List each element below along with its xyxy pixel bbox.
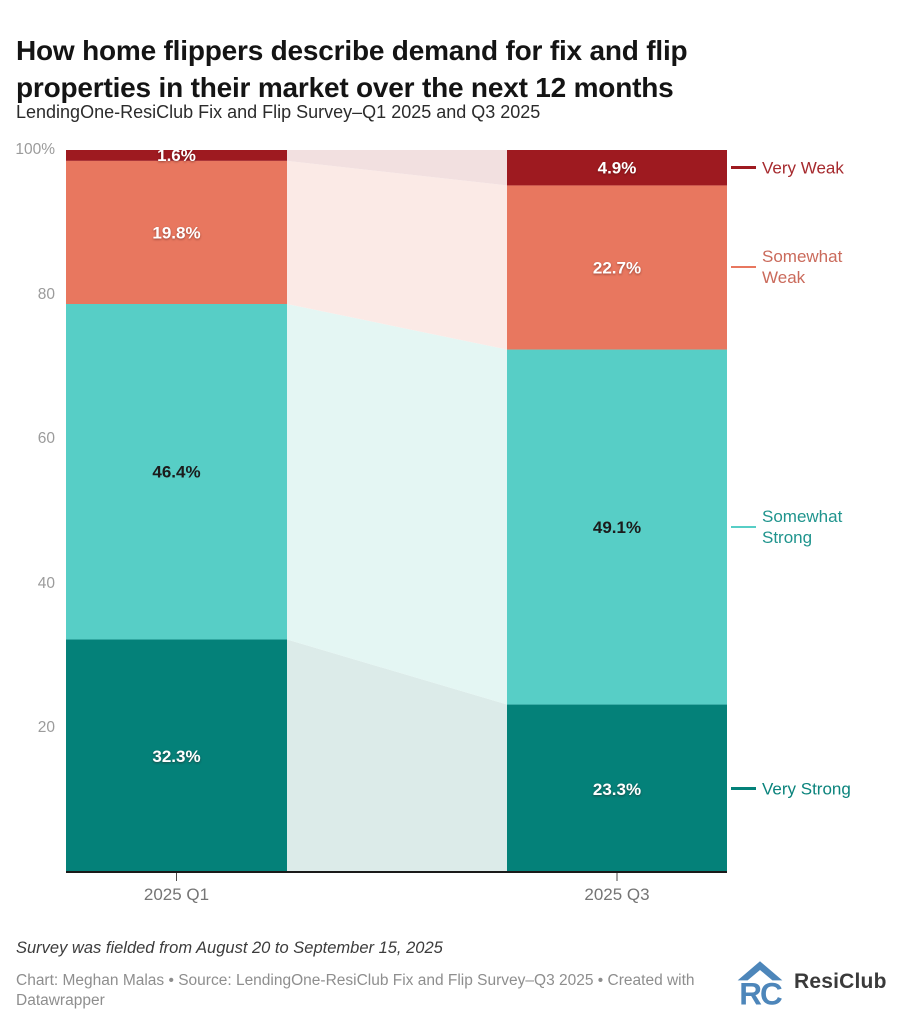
- chart-subtitle: LendingOne-ResiClub Fix and Flip Survey–…: [16, 102, 541, 122]
- connector-band-very-strong: [287, 639, 507, 873]
- plot-area: 32.3% 23.3% 46.4% 49.1% 19.8% 22.7% 1.6% 4.9%: [66, 150, 727, 881]
- legend-connector-line: [731, 166, 756, 169]
- resiclub-logo-text: ResiClub: [794, 970, 887, 993]
- column-segment-somewhat-weak: [507, 185, 727, 350]
- connector-band-very-weak: [287, 150, 507, 186]
- legend-connector-line: [731, 787, 756, 790]
- connector-band-somewhat-weak: [287, 160, 507, 350]
- value-label: 4.9%: [598, 159, 637, 178]
- value-label: 32.3%: [152, 747, 200, 766]
- legend-connector-line: [731, 265, 756, 269]
- column-segment-somewhat-strong: [66, 303, 287, 640]
- value-label: 1.6%: [157, 150, 196, 165]
- column-segment-very-strong: [507, 704, 727, 873]
- column-segment-very-strong: [66, 639, 287, 873]
- legend-connector-line: [731, 525, 756, 529]
- chart-title-line2: properties in their market over the next…: [16, 71, 674, 103]
- column-segment-somewhat-weak: [66, 160, 287, 304]
- legend-label-somewhat-strong: Somewhat Strong: [762, 507, 843, 548]
- value-label: 49.1%: [593, 518, 641, 537]
- value-label: 23.3%: [593, 780, 641, 799]
- y-axis-tick-label: 60: [37, 430, 55, 448]
- column-segment-very-weak: [507, 150, 727, 186]
- logo-letter-c: C: [760, 976, 783, 1006]
- legend-label-very-strong: Very Strong: [762, 779, 851, 799]
- value-label: 46.4%: [152, 463, 200, 482]
- column-segment-very-weak: [66, 150, 287, 161]
- y-axis-tick-label: 100%: [15, 141, 55, 158]
- y-axis-tick-label: 40: [37, 574, 55, 592]
- x-axis-category-label: 2025 Q3: [584, 885, 650, 904]
- value-label: 22.7%: [593, 258, 641, 277]
- logo-letter-r: R: [739, 976, 762, 1006]
- value-label: 19.8%: [152, 223, 200, 242]
- chart-byline: Chart: Meghan Malas • Source: LendingOne…: [16, 972, 695, 1009]
- connector-band-somewhat-strong: [287, 303, 507, 705]
- column-segment-somewhat-strong: [507, 349, 727, 705]
- roof-shape: [737, 961, 783, 981]
- x-axis-category-label: 2025 Q1: [143, 885, 210, 904]
- legend-label-very-weak: Very Weak: [762, 158, 844, 178]
- chart-title-line1: How home flippers describe demand for fi…: [16, 34, 688, 66]
- survey-note: Survey was fielded from August 20 to Sep…: [16, 939, 443, 957]
- legend-label-somewhat-weak: Somewhat Weak: [762, 247, 843, 288]
- y-axis-tick-label: 20: [37, 719, 55, 737]
- chart-title: How home flippers describe demand for fi…: [16, 32, 688, 106]
- y-axis-tick-label: 80: [37, 285, 55, 303]
- resiclub-house-icon: RC: [737, 961, 783, 1006]
